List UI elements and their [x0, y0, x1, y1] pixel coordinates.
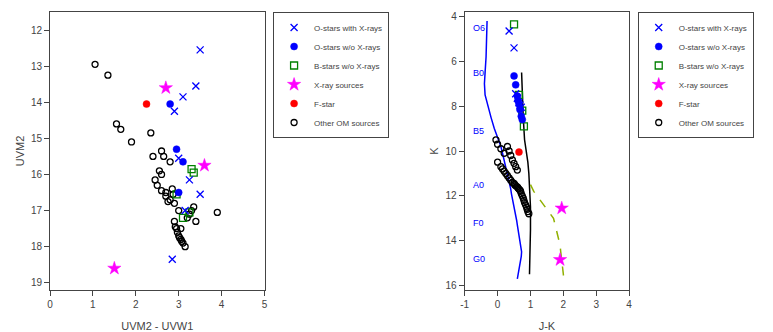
svg-text:1: 1 [90, 299, 96, 310]
svg-text:16: 16 [446, 280, 458, 291]
svg-text:15: 15 [31, 133, 43, 144]
svg-text:2: 2 [561, 299, 567, 310]
svg-text:Other OM sources: Other OM sources [314, 119, 379, 128]
svg-text:5: 5 [262, 299, 268, 310]
svg-text:O-stars with X-rays: O-stars with X-rays [314, 24, 382, 33]
svg-text:X-ray sources: X-ray sources [679, 81, 728, 90]
svg-text:X-ray sources: X-ray sources [314, 81, 363, 90]
svg-text:19: 19 [31, 277, 43, 288]
svg-text:3: 3 [176, 299, 182, 310]
svg-text:O-stars w/o X-rays: O-stars w/o X-rays [679, 43, 745, 52]
svg-text:13: 13 [31, 61, 43, 72]
svg-text:Other OM sources: Other OM sources [679, 119, 744, 128]
svg-text:14: 14 [31, 97, 43, 108]
svg-text:J-K: J-K [539, 320, 556, 332]
svg-text:0: 0 [495, 299, 501, 310]
svg-text:14: 14 [446, 235, 458, 246]
svg-text:8: 8 [451, 101, 457, 112]
svg-text:4: 4 [451, 11, 457, 22]
svg-text:B-stars w/o X-rays: B-stars w/o X-rays [679, 62, 744, 71]
svg-text:18: 18 [31, 241, 43, 252]
svg-text:6: 6 [451, 56, 457, 67]
svg-text:B5: B5 [473, 126, 484, 136]
svg-text:2: 2 [133, 299, 139, 310]
svg-text:F0: F0 [473, 218, 484, 228]
svg-text:10: 10 [446, 146, 458, 157]
svg-text:4: 4 [219, 299, 225, 310]
svg-text:K: K [428, 147, 440, 155]
svg-text:O-stars w/o X-rays: O-stars w/o X-rays [314, 43, 380, 52]
svg-text:1: 1 [528, 299, 534, 310]
svg-text:O-stars with X-rays: O-stars with X-rays [679, 24, 747, 33]
svg-text:O6: O6 [473, 23, 485, 33]
svg-text:17: 17 [31, 205, 43, 216]
svg-text:F-star: F-star [314, 100, 335, 109]
svg-text:F-star: F-star [679, 100, 700, 109]
svg-text:UVM2: UVM2 [14, 136, 26, 167]
svg-text:B-stars w/o X-rays: B-stars w/o X-rays [314, 62, 379, 71]
svg-text:12: 12 [31, 25, 43, 36]
svg-text:12: 12 [446, 190, 458, 201]
svg-text:-1: -1 [460, 299, 469, 310]
svg-text:G0: G0 [473, 254, 485, 264]
svg-text:4: 4 [626, 299, 632, 310]
svg-text:16: 16 [31, 169, 43, 180]
svg-text:B0: B0 [473, 68, 484, 78]
svg-text:UVM2 - UVW1: UVM2 - UVW1 [121, 320, 193, 332]
svg-text:3: 3 [593, 299, 599, 310]
svg-text:0: 0 [47, 299, 53, 310]
svg-text:A0: A0 [473, 180, 484, 190]
